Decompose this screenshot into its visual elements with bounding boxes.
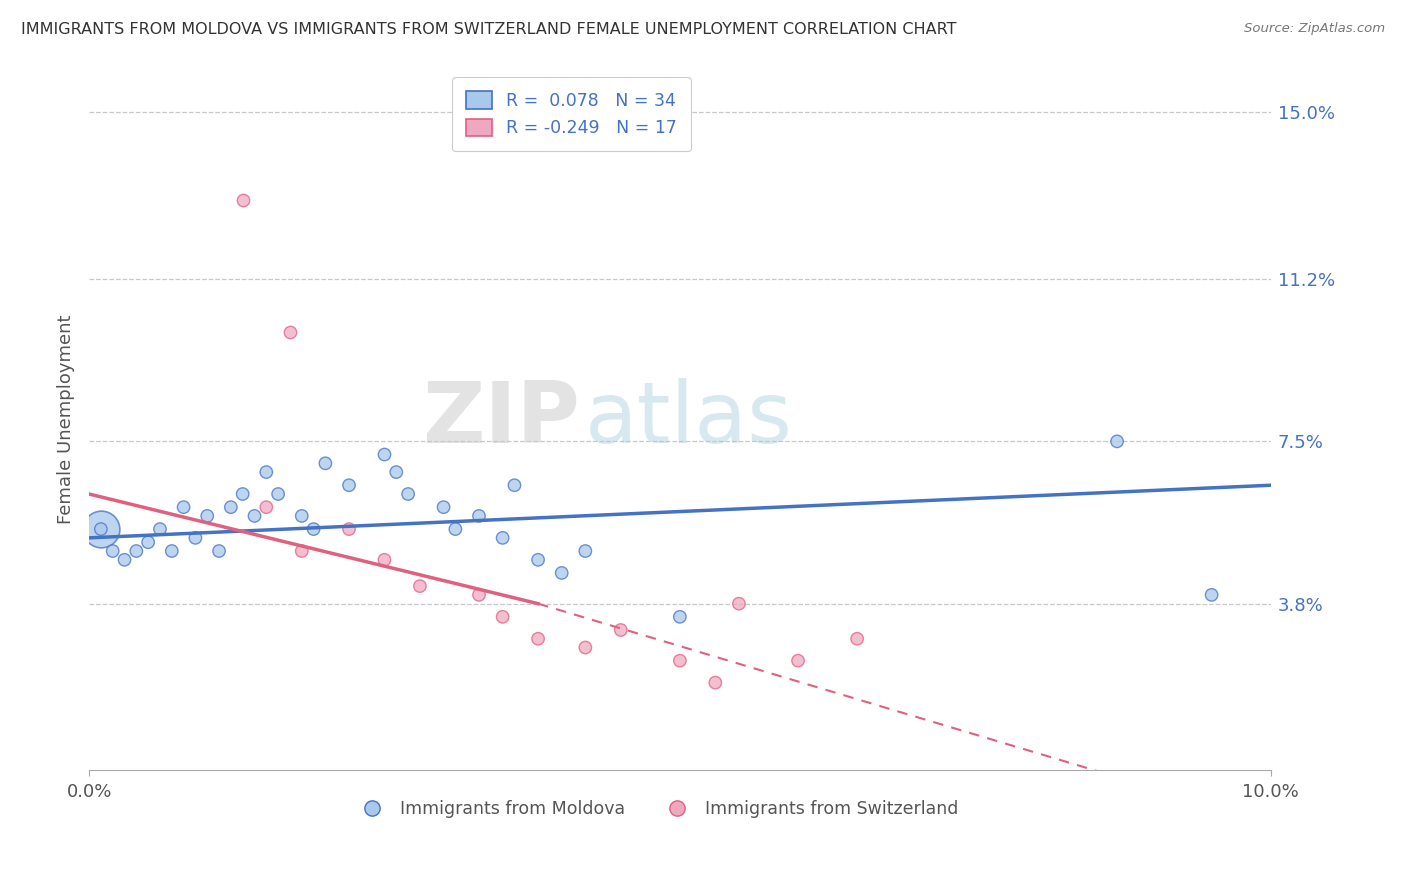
- Point: [468, 588, 491, 602]
- Point: [291, 544, 314, 558]
- Point: [574, 544, 596, 558]
- Point: [337, 478, 360, 492]
- Point: [254, 500, 277, 515]
- Text: Source: ZipAtlas.com: Source: ZipAtlas.com: [1244, 22, 1385, 36]
- Point: [267, 487, 290, 501]
- Point: [610, 623, 633, 637]
- Text: IMMIGRANTS FROM MOLDOVA VS IMMIGRANTS FROM SWITZERLAND FEMALE UNEMPLOYMENT CORRE: IMMIGRANTS FROM MOLDOVA VS IMMIGRANTS FR…: [21, 22, 956, 37]
- Point: [90, 522, 112, 536]
- Point: [337, 522, 360, 536]
- Legend: Immigrants from Moldova, Immigrants from Switzerland: Immigrants from Moldova, Immigrants from…: [347, 793, 965, 825]
- Point: [468, 508, 491, 523]
- Point: [232, 487, 254, 501]
- Point: [125, 544, 148, 558]
- Point: [728, 597, 751, 611]
- Point: [208, 544, 231, 558]
- Point: [232, 193, 254, 207]
- Point: [314, 456, 336, 470]
- Point: [409, 579, 432, 593]
- Point: [1201, 588, 1223, 602]
- Point: [1107, 434, 1129, 449]
- Point: [491, 531, 513, 545]
- Point: [787, 654, 810, 668]
- Point: [101, 544, 124, 558]
- Point: [173, 500, 195, 515]
- Point: [243, 508, 266, 523]
- Point: [527, 553, 550, 567]
- Point: [90, 522, 112, 536]
- Point: [184, 531, 207, 545]
- Point: [503, 478, 526, 492]
- Point: [574, 640, 596, 655]
- Point: [149, 522, 172, 536]
- Point: [385, 465, 408, 479]
- Point: [432, 500, 454, 515]
- Text: atlas: atlas: [585, 378, 793, 461]
- Point: [373, 448, 395, 462]
- Point: [669, 654, 692, 668]
- Point: [396, 487, 419, 501]
- Y-axis label: Female Unemployment: Female Unemployment: [58, 315, 75, 524]
- Point: [114, 553, 136, 567]
- Point: [291, 508, 314, 523]
- Point: [278, 325, 301, 339]
- Point: [160, 544, 183, 558]
- Point: [219, 500, 242, 515]
- Point: [254, 465, 277, 479]
- Point: [195, 508, 218, 523]
- Point: [373, 553, 395, 567]
- Point: [846, 632, 869, 646]
- Text: ZIP: ZIP: [422, 378, 579, 461]
- Point: [669, 610, 692, 624]
- Point: [491, 610, 513, 624]
- Point: [527, 632, 550, 646]
- Point: [302, 522, 325, 536]
- Point: [704, 675, 727, 690]
- Point: [551, 566, 574, 580]
- Point: [136, 535, 159, 549]
- Point: [444, 522, 467, 536]
